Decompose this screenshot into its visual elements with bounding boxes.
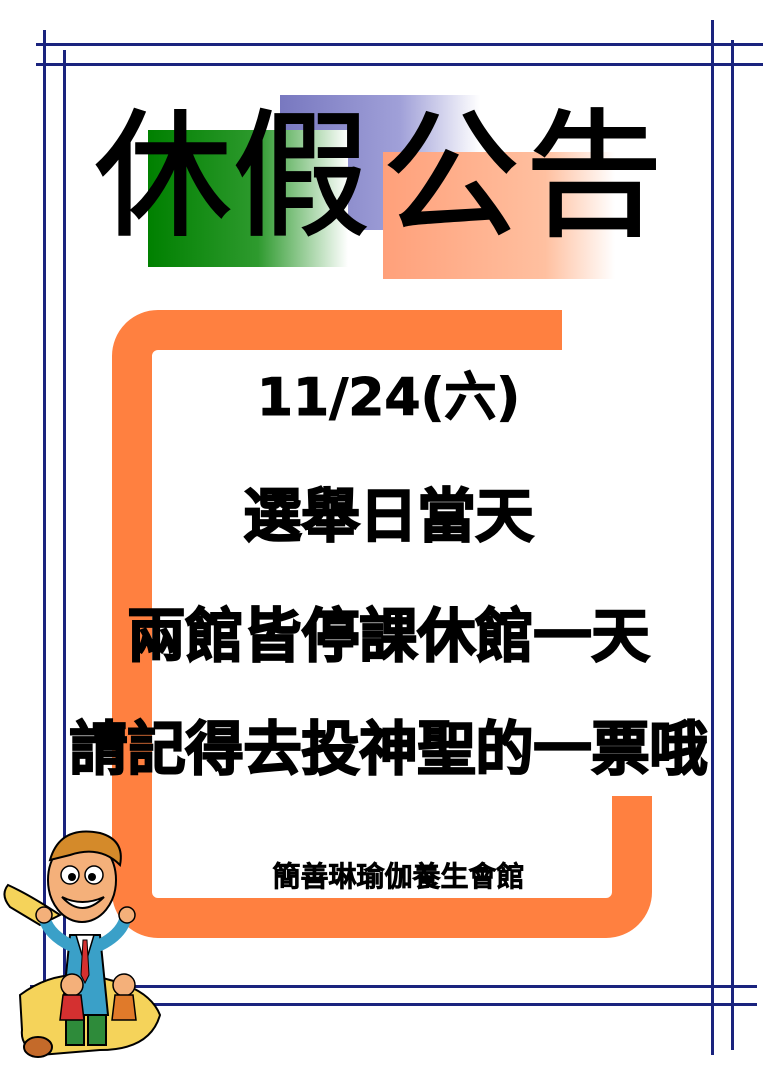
notice-line-3: 請記得去投神聖的一票哦 (68, 715, 708, 783)
title-block-green (148, 130, 348, 267)
venue-name: 簡善琳瑜伽養生會館 (272, 860, 525, 894)
notice-line-1: 選舉日當天 (242, 482, 534, 550)
notice-line-2: 兩館皆停課休館一天 (126, 602, 650, 670)
title-char-4: 告 (524, 96, 664, 257)
frame-line-right-outer (711, 20, 714, 1055)
frame-line-left-outer (43, 30, 46, 1040)
title-char-2: 假 (231, 96, 371, 257)
frame-line-bottom-outer (30, 1003, 757, 1006)
notice-date: 11/24(六) (256, 368, 521, 429)
title-char-3: 公 (381, 96, 521, 257)
title-block-peach (383, 152, 615, 279)
frame-line-bottom-inner (30, 985, 757, 988)
frame-line-top-inner (36, 63, 763, 66)
frame-line-left-inner (63, 50, 66, 1040)
cartoon-man-with-scroll-icon (3, 830, 162, 1058)
title-char-1: 休 (93, 96, 233, 257)
frame-line-top-outer (36, 43, 763, 46)
orange-frame-gap-right (600, 340, 670, 796)
frame-line-right-inner (731, 40, 734, 1050)
